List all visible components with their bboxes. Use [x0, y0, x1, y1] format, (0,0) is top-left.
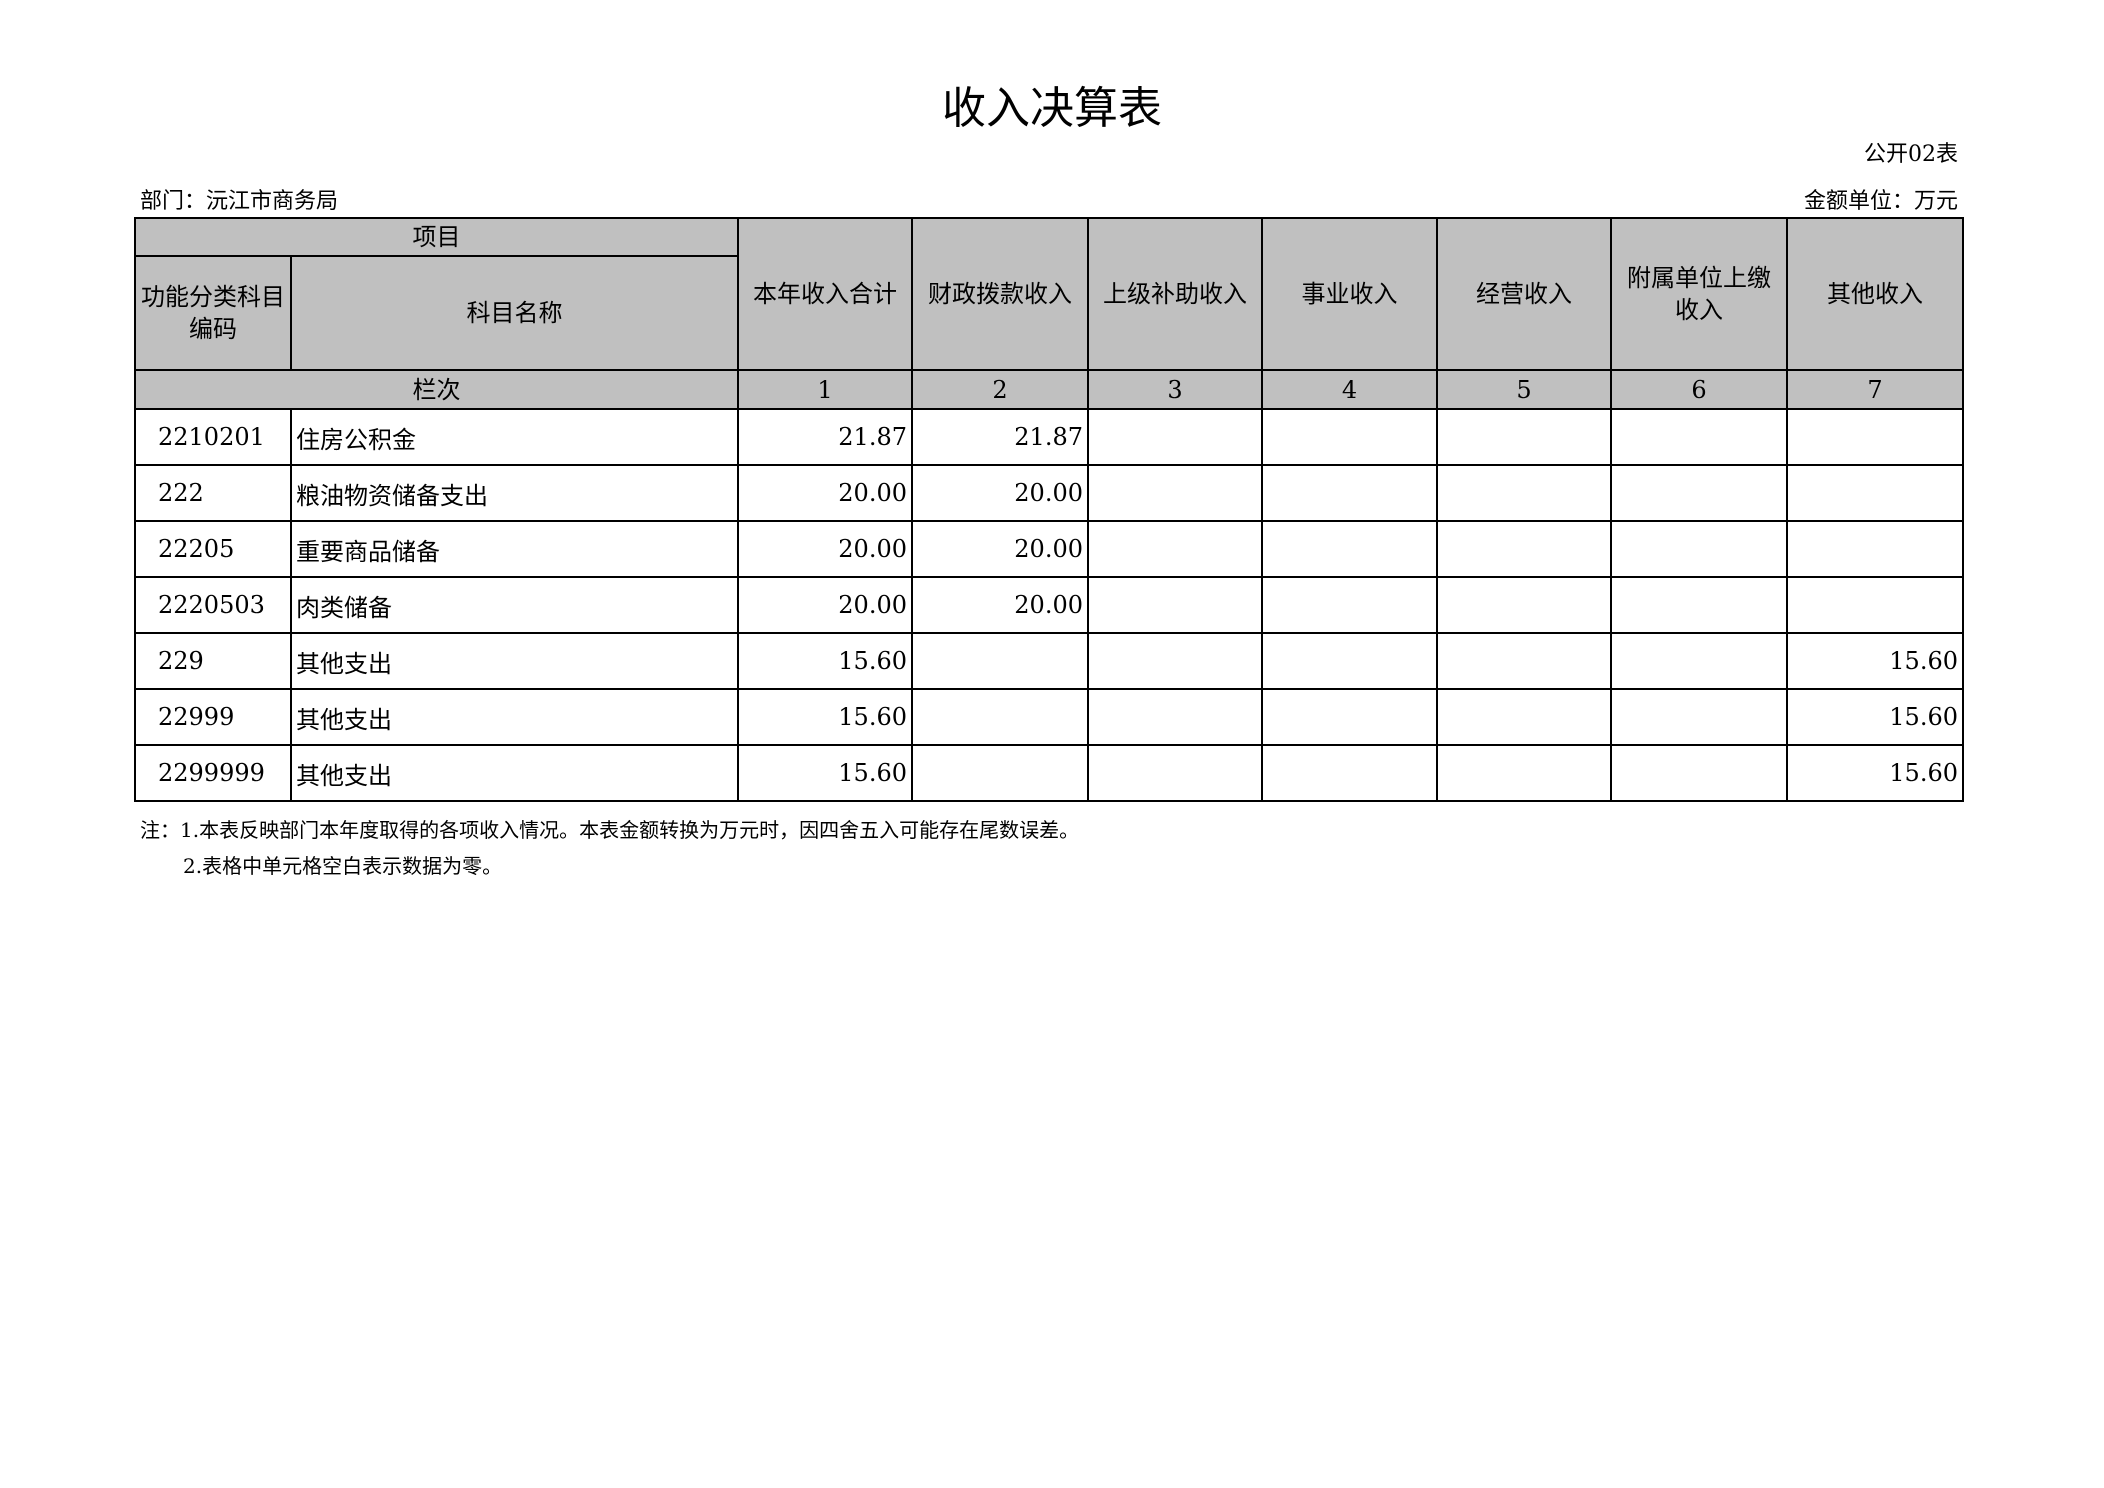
amount-cell [911, 688, 1089, 746]
amount-cell [1436, 688, 1612, 746]
header-row-label: 栏次 [134, 369, 739, 410]
note-2: 2.表格中单元格空白表示数据为零。 [183, 854, 503, 878]
amount-cell: 15.60 [1786, 744, 1964, 802]
header-project: 项目 [134, 217, 739, 257]
amount-cell [1436, 576, 1612, 634]
amount-cell [1436, 520, 1612, 578]
header-col-4: 事业收入 [1261, 217, 1438, 371]
amount-cell: 20.00 [911, 520, 1089, 578]
amount-cell [1087, 464, 1263, 522]
header-col-1: 本年收入合计 [737, 217, 913, 371]
amount-cell [1610, 632, 1788, 690]
amount-cell [1786, 576, 1964, 634]
subject-code: 2299999 [134, 744, 292, 802]
amount-cell: 20.00 [737, 520, 913, 578]
amount-cell [1087, 688, 1263, 746]
subject-code: 22205 [134, 520, 292, 578]
subject-name: 粮油物资储备支出 [290, 464, 739, 522]
amount-cell [1087, 744, 1263, 802]
amount-cell: 15.60 [737, 632, 913, 690]
amount-cell [1261, 464, 1438, 522]
amount-cell: 21.87 [911, 408, 1089, 466]
note-1: 注：1.本表反映部门本年度取得的各项收入情况。本表金额转换为万元时，因四舍五入可… [140, 818, 1080, 842]
amount-cell [1261, 744, 1438, 802]
amount-cell [1087, 520, 1263, 578]
table-row: 222 粮油物资储备支出 20.00 20.00 [134, 464, 1964, 522]
amount-cell [1610, 464, 1788, 522]
amount-cell [1436, 744, 1612, 802]
header-code: 功能分类科目编码 [134, 255, 292, 371]
subject-name: 肉类储备 [290, 576, 739, 634]
amount-cell [1261, 520, 1438, 578]
table-row: 2220503 肉类储备 20.00 20.00 [134, 576, 1964, 634]
header-col-3: 上级补助收入 [1087, 217, 1263, 371]
amount-cell [1087, 408, 1263, 466]
col-number: 5 [1436, 369, 1612, 410]
amount-cell [1087, 576, 1263, 634]
col-number: 3 [1087, 369, 1263, 410]
subject-name: 住房公积金 [290, 408, 739, 466]
subject-name: 重要商品储备 [290, 520, 739, 578]
amount-cell [1610, 576, 1788, 634]
amount-cell: 15.60 [1786, 688, 1964, 746]
table-row: 229 其他支出 15.60 15.60 [134, 632, 1964, 690]
table-row: 22205 重要商品储备 20.00 20.00 [134, 520, 1964, 578]
header-col-7: 其他收入 [1786, 217, 1964, 371]
amount-cell [911, 632, 1089, 690]
amount-cell [1261, 576, 1438, 634]
col-number: 4 [1261, 369, 1438, 410]
department-label: 部门：沅江市商务局 [140, 189, 339, 214]
subject-code: 2220503 [134, 576, 292, 634]
col-number: 2 [911, 369, 1089, 410]
amount-cell [1261, 688, 1438, 746]
amount-cell [1786, 520, 1964, 578]
amount-cell [1436, 464, 1612, 522]
amount-cell: 20.00 [737, 576, 913, 634]
amount-cell [1087, 632, 1263, 690]
amount-cell [1261, 632, 1438, 690]
table-row: 2299999 其他支出 15.60 15.60 [134, 744, 1964, 802]
amount-cell [911, 744, 1089, 802]
income-table: 项目 本年收入合计 财政拨款收入 上级补助收入 事业收入 经营收入 附属单位上缴… [134, 217, 1964, 802]
subject-name: 其他支出 [290, 744, 739, 802]
page-title: 收入决算表 [942, 83, 1162, 134]
amount-cell: 15.60 [1786, 632, 1964, 690]
subject-code: 222 [134, 464, 292, 522]
subject-code: 22999 [134, 688, 292, 746]
table-row: 2210201 住房公积金 21.87 21.87 [134, 408, 1964, 466]
table-row: 22999 其他支出 15.60 15.60 [134, 688, 1964, 746]
col-number: 1 [737, 369, 913, 410]
header-col-2: 财政拨款收入 [911, 217, 1089, 371]
amount-cell: 15.60 [737, 744, 913, 802]
amount-cell [1786, 464, 1964, 522]
amount-cell [1436, 408, 1612, 466]
col-number: 7 [1786, 369, 1964, 410]
amount-cell [1786, 408, 1964, 466]
amount-cell [1261, 408, 1438, 466]
subject-code: 2210201 [134, 408, 292, 466]
amount-cell: 20.00 [911, 464, 1089, 522]
header-col-6: 附属单位上缴收入 [1610, 217, 1788, 371]
header-name: 科目名称 [290, 255, 739, 371]
form-number: 公开02表 [1864, 142, 1958, 167]
subject-code: 229 [134, 632, 292, 690]
amount-cell: 20.00 [737, 464, 913, 522]
col-number: 6 [1610, 369, 1788, 410]
amount-cell [1610, 408, 1788, 466]
amount-cell [1610, 744, 1788, 802]
amount-cell: 21.87 [737, 408, 913, 466]
header-col-5: 经营收入 [1436, 217, 1612, 371]
amount-cell [1610, 688, 1788, 746]
amount-cell: 15.60 [737, 688, 913, 746]
amount-cell [1436, 632, 1612, 690]
subject-name: 其他支出 [290, 688, 739, 746]
subject-name: 其他支出 [290, 632, 739, 690]
amount-cell [1610, 520, 1788, 578]
amount-cell: 20.00 [911, 576, 1089, 634]
unit-label: 金额单位：万元 [1803, 189, 1958, 214]
